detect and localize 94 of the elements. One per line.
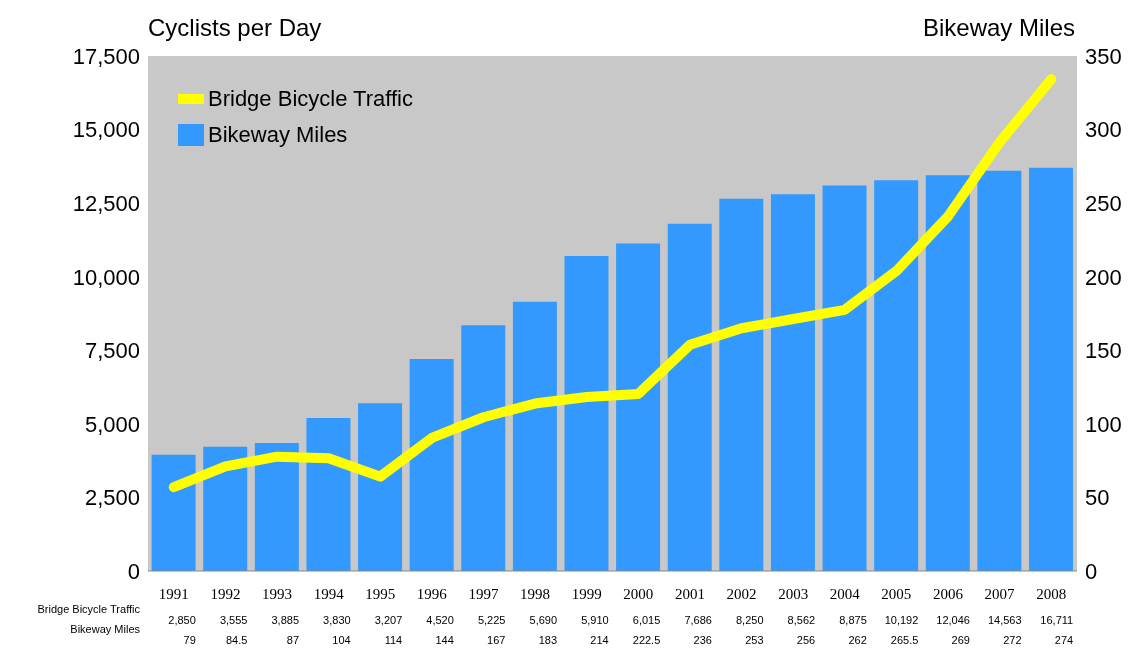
data-label: 167 (487, 634, 506, 646)
x-tick-label: 2002 (726, 586, 757, 602)
bar (358, 403, 403, 571)
data-label: 8,562 (787, 614, 816, 626)
bar (925, 175, 970, 571)
bar (409, 359, 454, 571)
x-tick-label: 2001 (674, 586, 705, 602)
data-label: 4,520 (426, 614, 454, 626)
data-label: 104 (332, 634, 351, 646)
data-label: 3,555 (219, 614, 248, 626)
data-label: 5,225 (477, 614, 506, 626)
bar (203, 446, 248, 571)
y-tick-label: 0 (127, 558, 140, 584)
y2-axis-title: Bikeway Miles (922, 14, 1075, 42)
bar (254, 442, 299, 571)
bar (667, 223, 712, 571)
data-label: 16,711 (1040, 614, 1074, 626)
data-label: 222.5 (632, 634, 661, 646)
y-tick-label: 7,500 (84, 338, 140, 364)
x-tick-label: 1999 (571, 586, 602, 602)
x-tick-label: 1997 (468, 586, 499, 602)
x-tick-label: 1995 (365, 586, 396, 602)
x-tick-label: 2005 (881, 586, 912, 602)
bar (564, 256, 609, 571)
data-label: 5,910 (581, 614, 609, 626)
y-tick-label: 2,500 (84, 485, 140, 511)
bar (719, 198, 764, 571)
data-label: 3,885 (271, 614, 300, 626)
y2-tick-label: 250 (1085, 190, 1122, 216)
x-tick-label: 2007 (984, 586, 1016, 602)
data-label: 274 (1054, 634, 1074, 646)
data-label: 265.5 (890, 634, 919, 646)
data-label: 5,690 (529, 614, 558, 626)
x-tick-label: 1993 (262, 586, 293, 602)
data-label: 253 (745, 634, 764, 646)
data-label: 262 (848, 634, 867, 646)
x-tick-label: 1996 (416, 586, 448, 602)
x-tick-label: 2004 (829, 586, 861, 602)
x-tick-label: 2006 (932, 586, 964, 602)
data-label: 183 (538, 634, 558, 646)
data-label: 8,250 (736, 614, 764, 626)
y-axis-title: Cyclists per Day (148, 14, 322, 42)
data-label: 269 (951, 634, 970, 646)
legend-label: Bikeway Miles (208, 122, 348, 148)
data-label: 214 (590, 634, 609, 646)
y2-tick-label: 0 (1085, 558, 1098, 584)
x-tick-label: 1992 (210, 586, 241, 602)
x-tick-label: 1991 (158, 586, 189, 602)
data-label: 114 (384, 634, 403, 646)
text: Bridge Bicycle Traffic (37, 603, 140, 615)
bar (461, 325, 506, 571)
data-label: 3,830 (323, 614, 351, 626)
y2-tick-label: 300 (1085, 117, 1122, 143)
x-tick-label: 1998 (520, 586, 551, 602)
y-tick-label: 12,500 (72, 190, 140, 216)
y-tick-label: 10,000 (72, 264, 140, 290)
bar (512, 301, 557, 571)
x-tick-label: 2008 (1036, 586, 1067, 602)
data-label: 87 (286, 634, 300, 646)
bar (770, 194, 815, 571)
text: Bikeway Miles (70, 623, 140, 635)
data-label: 10,192 (884, 614, 919, 626)
data-label: 272 (1003, 634, 1022, 646)
legend-label: Bridge Bicycle Traffic (208, 86, 414, 112)
bar (151, 454, 196, 571)
data-label: 2,850 (168, 614, 196, 626)
bar (1029, 167, 1073, 571)
data-label: 3,207 (374, 614, 403, 626)
bar (616, 243, 661, 571)
y-tick-label: 5,000 (84, 411, 140, 437)
data-label: 144 (435, 634, 454, 646)
bar (977, 170, 1022, 571)
data-label: 256 (796, 634, 816, 646)
data-label: 7,686 (684, 614, 712, 626)
bar (874, 180, 919, 571)
y2-tick-label: 200 (1085, 264, 1122, 290)
y2-tick-label: 100 (1085, 411, 1122, 437)
y2-tick-label: 150 (1085, 338, 1122, 364)
x-tick-label: 1994 (313, 586, 345, 602)
y2-tick-label: 350 (1085, 43, 1122, 69)
bar (306, 417, 351, 571)
y-tick-label: 15,000 (72, 117, 140, 143)
data-label: 236 (693, 634, 712, 646)
data-label: 6,015 (632, 614, 661, 626)
data-label: 14,563 (987, 614, 1022, 626)
data-label: 12,046 (936, 614, 970, 626)
y-tick-label: 17,500 (72, 43, 140, 69)
data-label: 79 (183, 634, 196, 646)
x-tick-label: 2003 (778, 586, 809, 602)
data-label: 84.5 (225, 634, 248, 646)
data-label: 8,875 (839, 614, 867, 626)
y2-tick-label: 50 (1085, 485, 1110, 511)
x-tick-label: 2000 (623, 586, 654, 602)
bar (822, 185, 867, 571)
